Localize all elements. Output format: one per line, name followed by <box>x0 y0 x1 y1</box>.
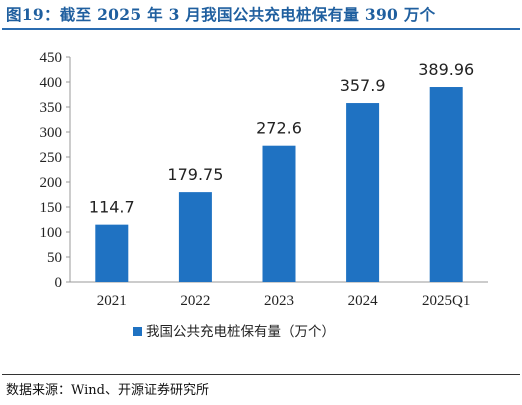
y-tick-label: 350 <box>40 100 63 116</box>
y-tick-label: 50 <box>47 250 62 266</box>
chart-title: 图19：截至 2025 年 3 月我国公共充电桩保有量 390 万个 <box>6 5 436 24</box>
x-axis: 2021 2022 2023 2024 2025Q1 <box>70 281 488 309</box>
source-note: 数据来源：Wind、开源证券研究所 <box>6 383 209 398</box>
data-label-2023: 272.6 <box>256 119 302 138</box>
data-label-2022: 179.75 <box>167 165 223 184</box>
y-axis: 0 50 100 150 200 250 300 350 400 450 <box>40 50 71 291</box>
y-tick-label: 200 <box>40 175 63 191</box>
data-labels: 114.7 179.75 272.6 357.9 389.96 <box>89 60 474 217</box>
y-tick-label: 400 <box>40 75 63 91</box>
y-tick-label: 0 <box>55 275 63 291</box>
data-label-2024: 357.9 <box>340 76 386 95</box>
y-tick-label: 250 <box>40 150 63 166</box>
bar-chart: 0 50 100 150 200 250 300 350 400 450 2021 2022 2023… <box>40 50 488 340</box>
y-tick-label: 300 <box>40 125 63 141</box>
x-tick-label: 2025Q1 <box>422 293 470 309</box>
y-tick-label: 150 <box>40 200 63 216</box>
bar-2023 <box>262 145 296 282</box>
bar-2024 <box>346 103 380 282</box>
title-rule <box>2 28 520 30</box>
x-tick-label: 2023 <box>264 293 294 309</box>
data-label-2021: 114.7 <box>89 198 135 217</box>
x-tick-label: 2024 <box>348 293 379 309</box>
y-tick-label: 100 <box>40 225 63 241</box>
x-tick-label: 2022 <box>180 293 210 309</box>
bars <box>95 87 463 283</box>
data-label-2025Q1: 389.96 <box>418 60 474 79</box>
bar-2025Q1 <box>429 87 463 283</box>
x-tick-label: 2021 <box>97 293 127 309</box>
legend: 我国公共充电桩保有量（万个） <box>133 324 335 340</box>
legend-swatch <box>133 327 142 336</box>
legend-label: 我国公共充电桩保有量（万个） <box>146 324 335 340</box>
bar-2022 <box>178 192 212 282</box>
y-tick-label: 450 <box>40 50 63 66</box>
source-rule <box>2 374 520 375</box>
bar-2021 <box>95 224 129 282</box>
